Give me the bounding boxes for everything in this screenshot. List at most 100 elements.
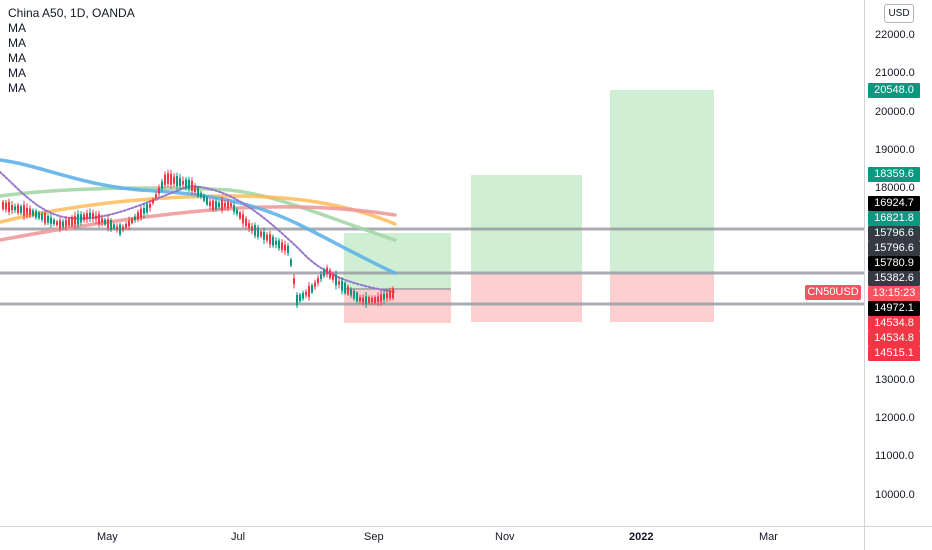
candle-body [191,180,193,192]
ma-green-line[interactable] [0,186,397,242]
candle-body [257,227,259,237]
candle-body [11,204,13,211]
candle-body [152,199,154,204]
price-tick: 10000.0 [875,489,915,501]
price-label[interactable]: 18359.6 [868,167,920,182]
price-label[interactable]: 15796.6 [868,241,920,256]
candle-body [215,201,217,209]
candle-body [338,281,340,285]
candle-body [143,207,145,214]
price-label[interactable]: 20548.0 [868,83,920,98]
ma-blue-line[interactable] [0,158,397,275]
candle-body [323,269,325,277]
price-label[interactable]: 15780.9 [868,256,920,271]
candle-body [284,244,286,251]
candle-body [386,293,388,299]
candle-body [41,213,43,220]
candle-body [359,297,361,302]
currency-button[interactable]: USD [884,4,914,23]
price-label[interactable]: 15796.6 [868,226,920,241]
candle-body [83,214,85,221]
horizontal-levels [0,227,864,306]
candle-body [26,207,28,215]
candle-body [68,219,70,226]
price-tick: 21000.0 [875,67,915,79]
time-tick-2022: 2022 [629,531,654,543]
price-label[interactable]: 14515.1 [868,346,920,361]
candle-body [230,203,232,207]
candle-body [44,212,46,224]
ma-legend-2[interactable]: MA [8,36,26,50]
candle-body [200,192,202,198]
candle-body [314,282,316,287]
candle-body [128,220,130,227]
candle-body [101,218,103,223]
candle-body [254,225,256,236]
price-label[interactable]: 14972.1 [868,301,920,316]
candle-body [218,202,220,208]
candle-body [362,297,364,303]
candle-body [59,220,61,229]
candle-body [149,204,151,208]
candle-body [182,180,184,185]
ma-legend-3[interactable]: MA [8,51,26,65]
time-tick-sep: Sep [364,531,384,543]
chart-legend: China A50, 1D, OANDA MA MA MA MA MA [8,6,135,96]
ma-purple-line[interactable] [0,171,396,293]
candle-body [278,240,280,249]
symbol-tag[interactable]: CN50USD [805,285,861,300]
candle-body [89,212,91,218]
candle-body [389,290,391,299]
candle-body [23,205,25,216]
price-label[interactable]: 14534.8 [868,331,920,346]
loss-zone-3[interactable] [610,273,714,322]
candle-body [173,176,175,184]
candle-body [350,289,352,296]
candle-body [263,231,265,240]
candle-body [302,292,304,299]
price-label[interactable]: 15382.6 [868,271,920,286]
candle-body [56,221,58,226]
candle-body [203,195,205,201]
candle-body [245,218,247,226]
candle-body [227,201,229,209]
price-label[interactable]: 16924.7 [868,196,920,211]
profit-zone-2[interactable] [471,175,582,273]
candle-body [119,224,121,235]
profit-zone-3[interactable] [610,90,714,273]
ma-legend-1[interactable]: MA [8,21,26,35]
candle-body [374,297,376,303]
candle-body [71,216,73,226]
candle-body [17,204,19,214]
profit-zone-1[interactable] [344,233,451,289]
symbol-title[interactable]: China A50, 1D, OANDA [8,6,135,20]
candle-body [38,212,40,219]
price-tick: 13000.0 [875,374,915,386]
countdown-label[interactable]: 13:15:23 [868,286,920,301]
candle-body [233,205,235,212]
price-label[interactable]: 14534.8 [868,316,920,331]
candle-body [137,212,139,220]
candle-body [95,215,97,220]
candle-body [209,201,211,207]
candle-body [290,259,292,266]
candle-body [380,294,382,302]
ma-legend-4[interactable]: MA [8,66,26,80]
price-tick: 11000.0 [875,450,914,462]
price-label[interactable]: 16821.8 [868,211,920,226]
loss-zone-2[interactable] [471,273,582,322]
ma-legend-5[interactable]: MA [8,81,26,95]
candle-body [320,274,322,280]
loss-zone-1[interactable] [344,289,451,323]
candle-body [62,221,64,228]
candle-body [272,236,274,246]
candle-body [266,234,268,241]
candle-body [50,217,52,224]
candle-body [269,234,271,245]
candle-body [329,270,331,278]
candle-body [161,181,163,189]
candle-body [185,179,187,188]
candle-body [248,223,250,229]
candle-body [305,291,307,296]
